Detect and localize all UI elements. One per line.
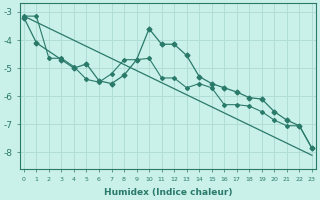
X-axis label: Humidex (Indice chaleur): Humidex (Indice chaleur)	[104, 188, 232, 197]
